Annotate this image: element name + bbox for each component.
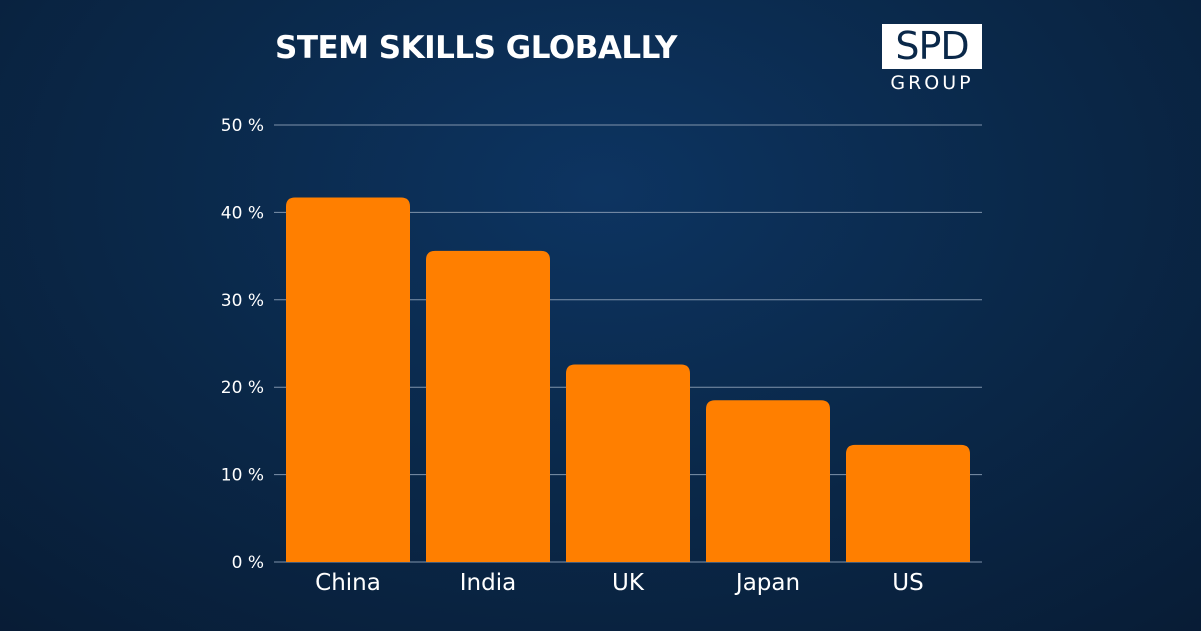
y-axis-ticks: 0 % 10 % 20 % 30 % 40 % 50 % bbox=[221, 116, 264, 573]
bar-india bbox=[426, 250, 550, 562]
chart-title: STEM SKILLS GLOBALLY bbox=[275, 30, 678, 66]
x-tick-label: US bbox=[892, 570, 923, 596]
y-tick-label: 40 % bbox=[221, 203, 264, 223]
y-tick-label: 50 % bbox=[221, 116, 264, 136]
y-tick-label: 20 % bbox=[221, 378, 264, 398]
logo-mark: SPD bbox=[882, 24, 982, 69]
y-tick-label: 0 % bbox=[232, 553, 264, 573]
y-tick-label: 30 % bbox=[221, 291, 264, 311]
bars bbox=[286, 197, 970, 563]
y-tick-label: 10 % bbox=[221, 466, 264, 486]
company-logo: SPD GROUP bbox=[882, 24, 982, 93]
x-axis-ticks: China India UK Japan US bbox=[315, 570, 924, 596]
x-tick-label: Japan bbox=[734, 570, 800, 596]
bar-china bbox=[286, 197, 410, 563]
bar-uk bbox=[566, 364, 690, 562]
bar-us bbox=[846, 444, 970, 562]
bar-japan bbox=[706, 400, 830, 562]
logo-subtitle: GROUP bbox=[890, 72, 974, 94]
x-tick-label: India bbox=[460, 570, 516, 596]
x-tick-label: UK bbox=[612, 570, 645, 596]
x-tick-label: China bbox=[315, 570, 381, 596]
